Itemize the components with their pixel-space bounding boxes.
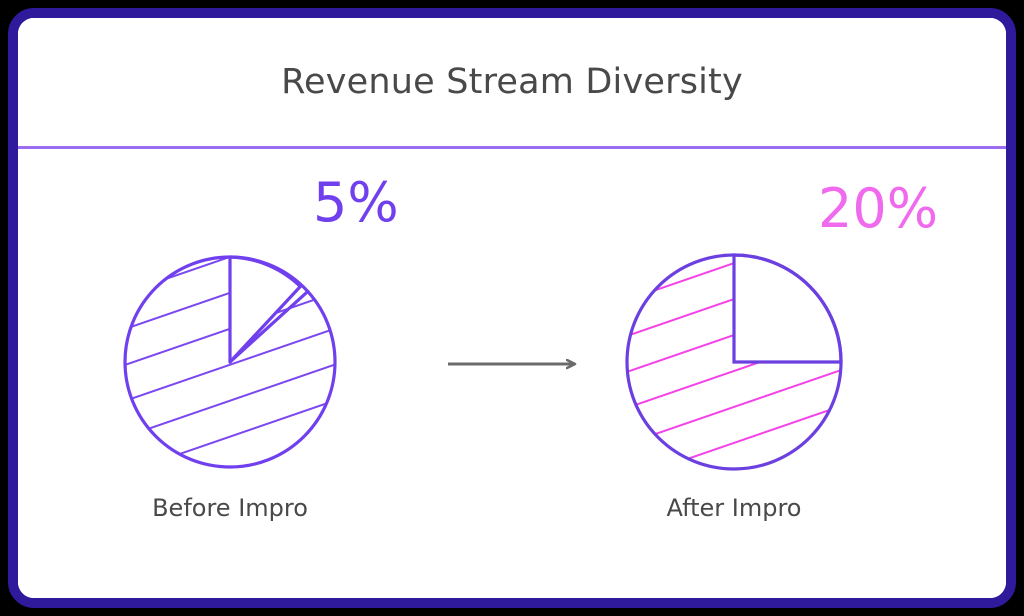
page-title: Revenue Stream Diversity <box>281 61 743 102</box>
after-highlight-wedge <box>732 253 843 364</box>
after-value-label: 20% <box>818 177 938 240</box>
before-highlight-wedge <box>228 255 302 364</box>
card-inner: Revenue Stream Diversity <box>18 18 1006 598</box>
after-category-label: After Impro <box>667 494 802 522</box>
pie-comparison-chart: 5% Before Impro 20% A <box>123 171 938 522</box>
panel-before: 5% Before Impro <box>123 171 399 522</box>
panel-after: 20% After Impro <box>625 177 938 522</box>
chart-body: 5% Before Impro 20% A <box>18 149 1006 598</box>
before-value-label: 5% <box>313 171 399 234</box>
card-header: Revenue Stream Diversity <box>18 18 1006 146</box>
before-wedge-notch <box>228 289 310 364</box>
header-divider <box>18 146 1006 149</box>
before-category-label: Before Impro <box>152 494 308 522</box>
infographic-card: Revenue Stream Diversity <box>8 8 1016 608</box>
